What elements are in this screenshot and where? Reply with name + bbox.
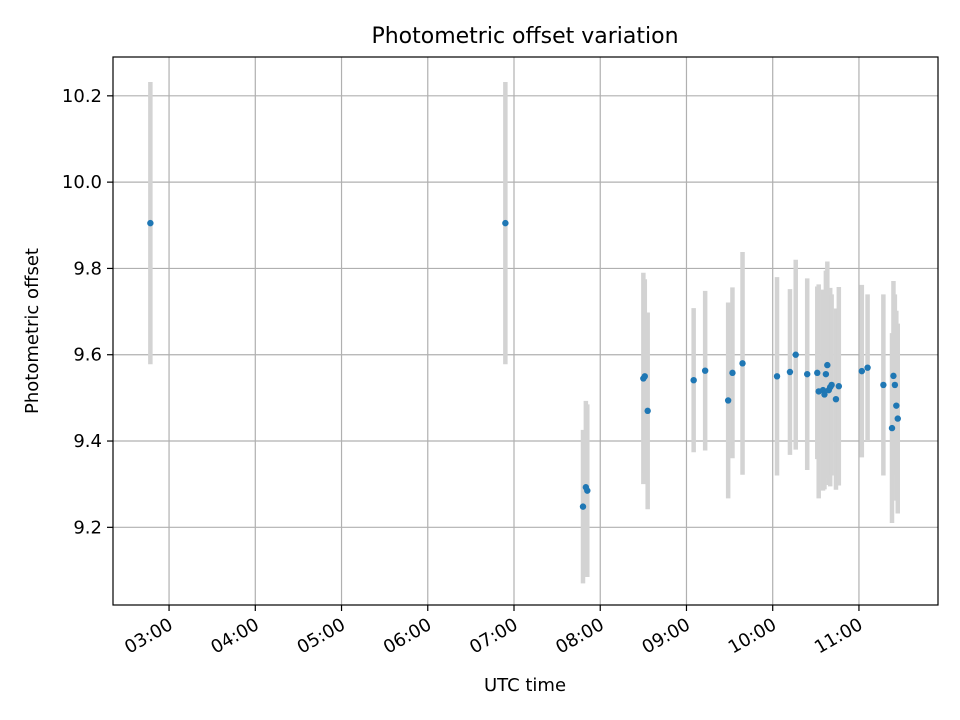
data-point <box>894 415 901 422</box>
data-point <box>822 370 830 378</box>
data-point <box>890 372 897 380</box>
data-point <box>584 487 591 494</box>
plot-area-frame <box>112 56 939 606</box>
data-point <box>579 503 587 510</box>
grid-lines <box>113 57 938 605</box>
data-point <box>729 369 736 377</box>
y-tick-label: 9.8 <box>73 258 102 279</box>
data-point <box>832 395 840 403</box>
data-point <box>858 367 866 375</box>
data-point <box>828 381 835 389</box>
data-point <box>690 376 697 384</box>
data-point <box>893 402 900 409</box>
y-axis-ticks: 9.2 9.4 9.6 9.8 10.0 10.2 <box>62 86 113 538</box>
data-point <box>786 368 794 376</box>
data-point <box>835 383 843 390</box>
data-point <box>804 370 811 378</box>
data-point <box>891 381 899 389</box>
y-tick-label: 9.6 <box>73 345 102 366</box>
y-tick-label: 9.4 <box>73 431 102 452</box>
y-tick-label: 10.0 <box>62 172 102 193</box>
data-point <box>724 397 732 404</box>
chart-title: Photometric offset variation <box>371 24 678 49</box>
x-axis-label: UTC time <box>484 675 566 696</box>
data-point <box>864 364 871 371</box>
data-point <box>701 367 709 374</box>
data-point <box>773 373 781 380</box>
y-tick-label: 10.2 <box>62 86 102 107</box>
data-point <box>888 424 896 432</box>
data-point <box>641 373 648 380</box>
data-points <box>147 219 901 510</box>
data-point <box>821 391 828 398</box>
data-point <box>814 369 821 377</box>
y-axis-label: Photometric offset <box>22 248 43 414</box>
data-point <box>147 219 154 227</box>
data-point <box>824 361 831 369</box>
data-point <box>880 381 887 389</box>
data-point <box>502 219 509 227</box>
data-point <box>739 360 746 367</box>
data-point <box>644 407 651 415</box>
y-tick-label: 9.2 <box>73 517 102 538</box>
data-point <box>792 351 799 358</box>
